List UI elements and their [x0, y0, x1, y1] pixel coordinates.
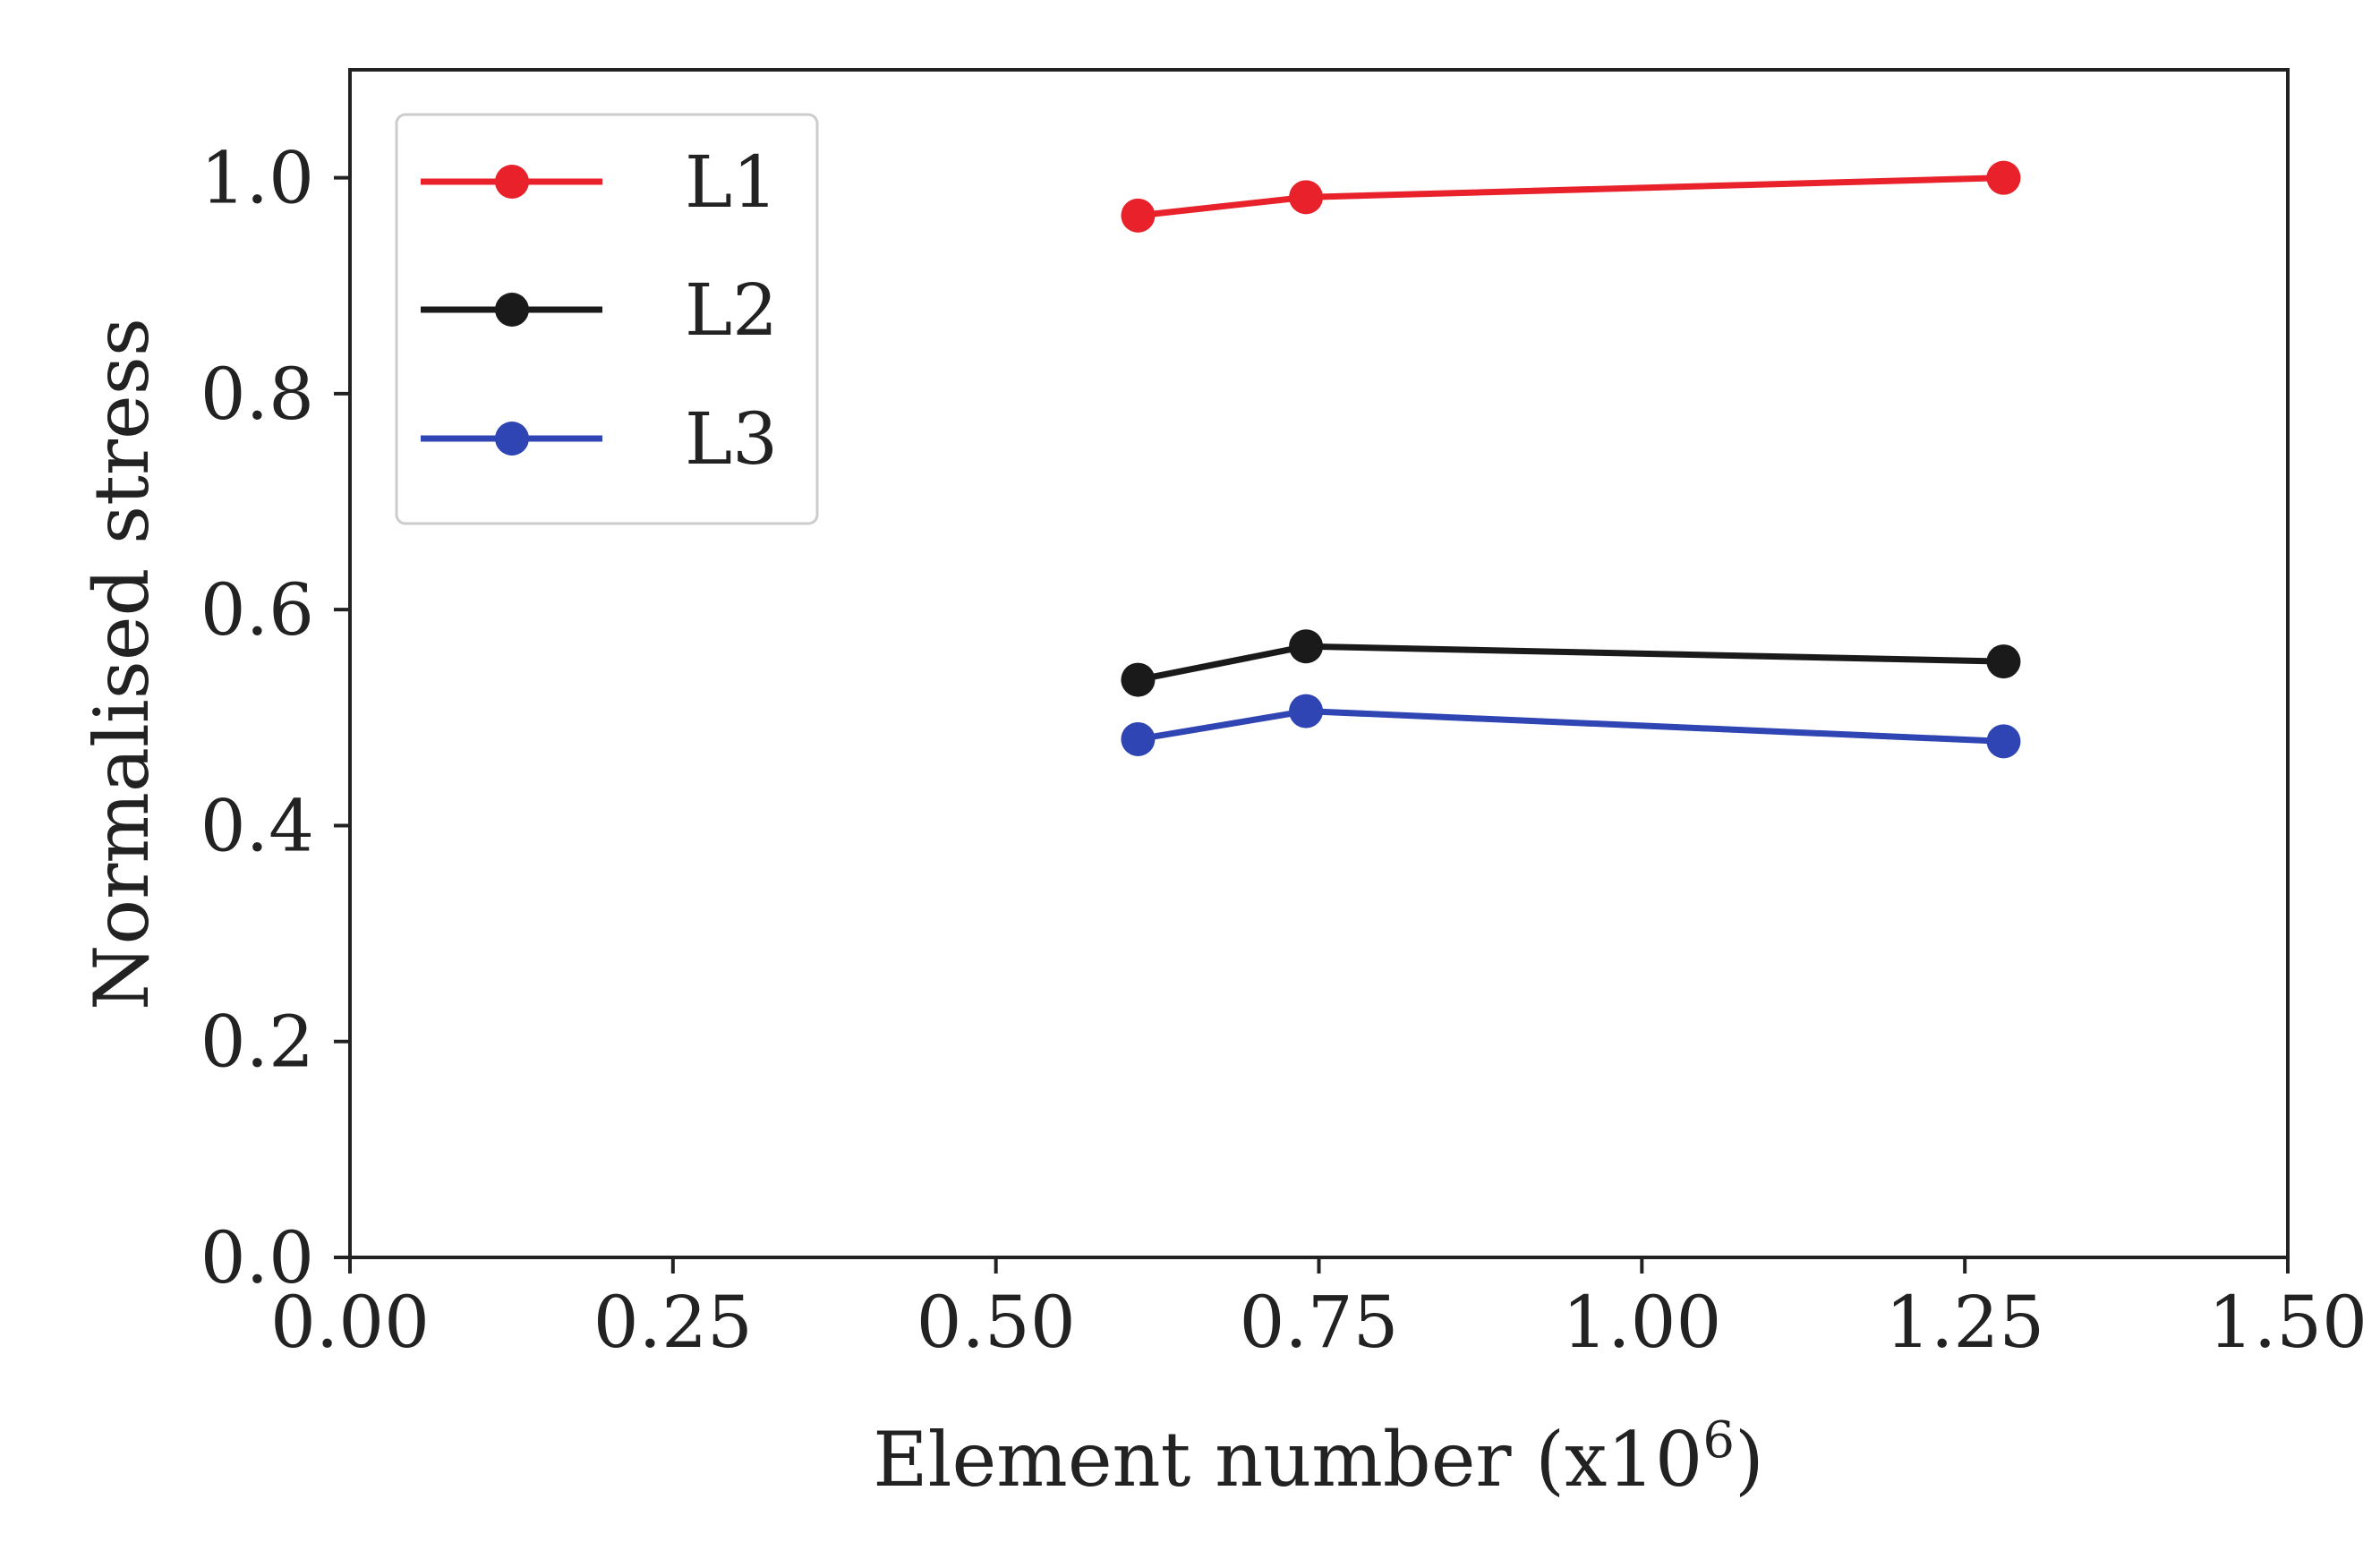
x-tick-label: 0.00	[270, 1281, 430, 1364]
x-tick-label: 1.00	[1562, 1281, 1721, 1364]
series-line-l2	[1137, 643, 2004, 684]
y-tick-label: 1.0	[200, 137, 314, 220]
data-point-l1	[1289, 180, 1324, 215]
data-point-l2	[1986, 644, 2021, 679]
x-tick-label: 0.50	[917, 1281, 1076, 1364]
series-l1	[1121, 160, 2021, 233]
legend-box	[395, 113, 819, 525]
x-axis-ticks: 0.00 0.25 0.50 0.75 1.00 1.25 1.50	[270, 1257, 2367, 1364]
data-point-l3	[1289, 694, 1324, 728]
x-axis-title-main: Element number (x10	[873, 1416, 1702, 1504]
data-point-l2	[1121, 662, 1156, 697]
x-axis-title-suffix: )	[1735, 1416, 1764, 1504]
y-tick-label: 0.0	[200, 1216, 314, 1299]
legend-item-l3: L3	[421, 397, 778, 481]
data-point-l1	[1121, 198, 1156, 233]
series-l3	[1121, 694, 2021, 759]
data-point-l3	[1986, 724, 2021, 759]
legend: L1 L2 L3	[395, 113, 819, 525]
series-line-l1	[1138, 175, 2004, 219]
series-l2	[1121, 629, 2021, 697]
legend-item-l2: L2	[421, 268, 778, 352]
x-axis-title-exponent: 6	[1702, 1411, 1735, 1470]
y-tick-label: 0.6	[200, 568, 314, 652]
data-point-l1	[1986, 160, 2021, 195]
legend-label-l3: L3	[685, 397, 778, 481]
data-point-l3	[1121, 721, 1156, 756]
y-tick-label: 0.2	[200, 1001, 314, 1084]
x-tick-label: 1.50	[2208, 1281, 2367, 1364]
x-tick-label: 0.25	[593, 1281, 753, 1364]
x-tick-label: 0.75	[1239, 1281, 1398, 1364]
y-axis-ticks: 0.0 0.2 0.4 0.6 0.8 1.0	[200, 137, 350, 1299]
series-layer	[1121, 160, 2021, 759]
legend-marker-l1	[495, 165, 529, 199]
legend-marker-l3	[495, 422, 529, 456]
legend-label-l1: L1	[685, 141, 778, 224]
legend-marker-l2	[495, 293, 529, 327]
x-axis-title: Element number (x106)	[873, 1411, 1763, 1504]
series-line-l3	[1137, 708, 2004, 745]
data-point-l2	[1289, 629, 1324, 664]
x-tick-label: 1.25	[1885, 1281, 2044, 1364]
y-tick-label: 0.8	[200, 353, 314, 436]
legend-item-l1: L1	[421, 141, 778, 224]
legend-label-l2: L2	[685, 268, 778, 352]
y-tick-label: 0.4	[200, 784, 314, 867]
y-axis-title: Normalised stress	[78, 318, 166, 1010]
